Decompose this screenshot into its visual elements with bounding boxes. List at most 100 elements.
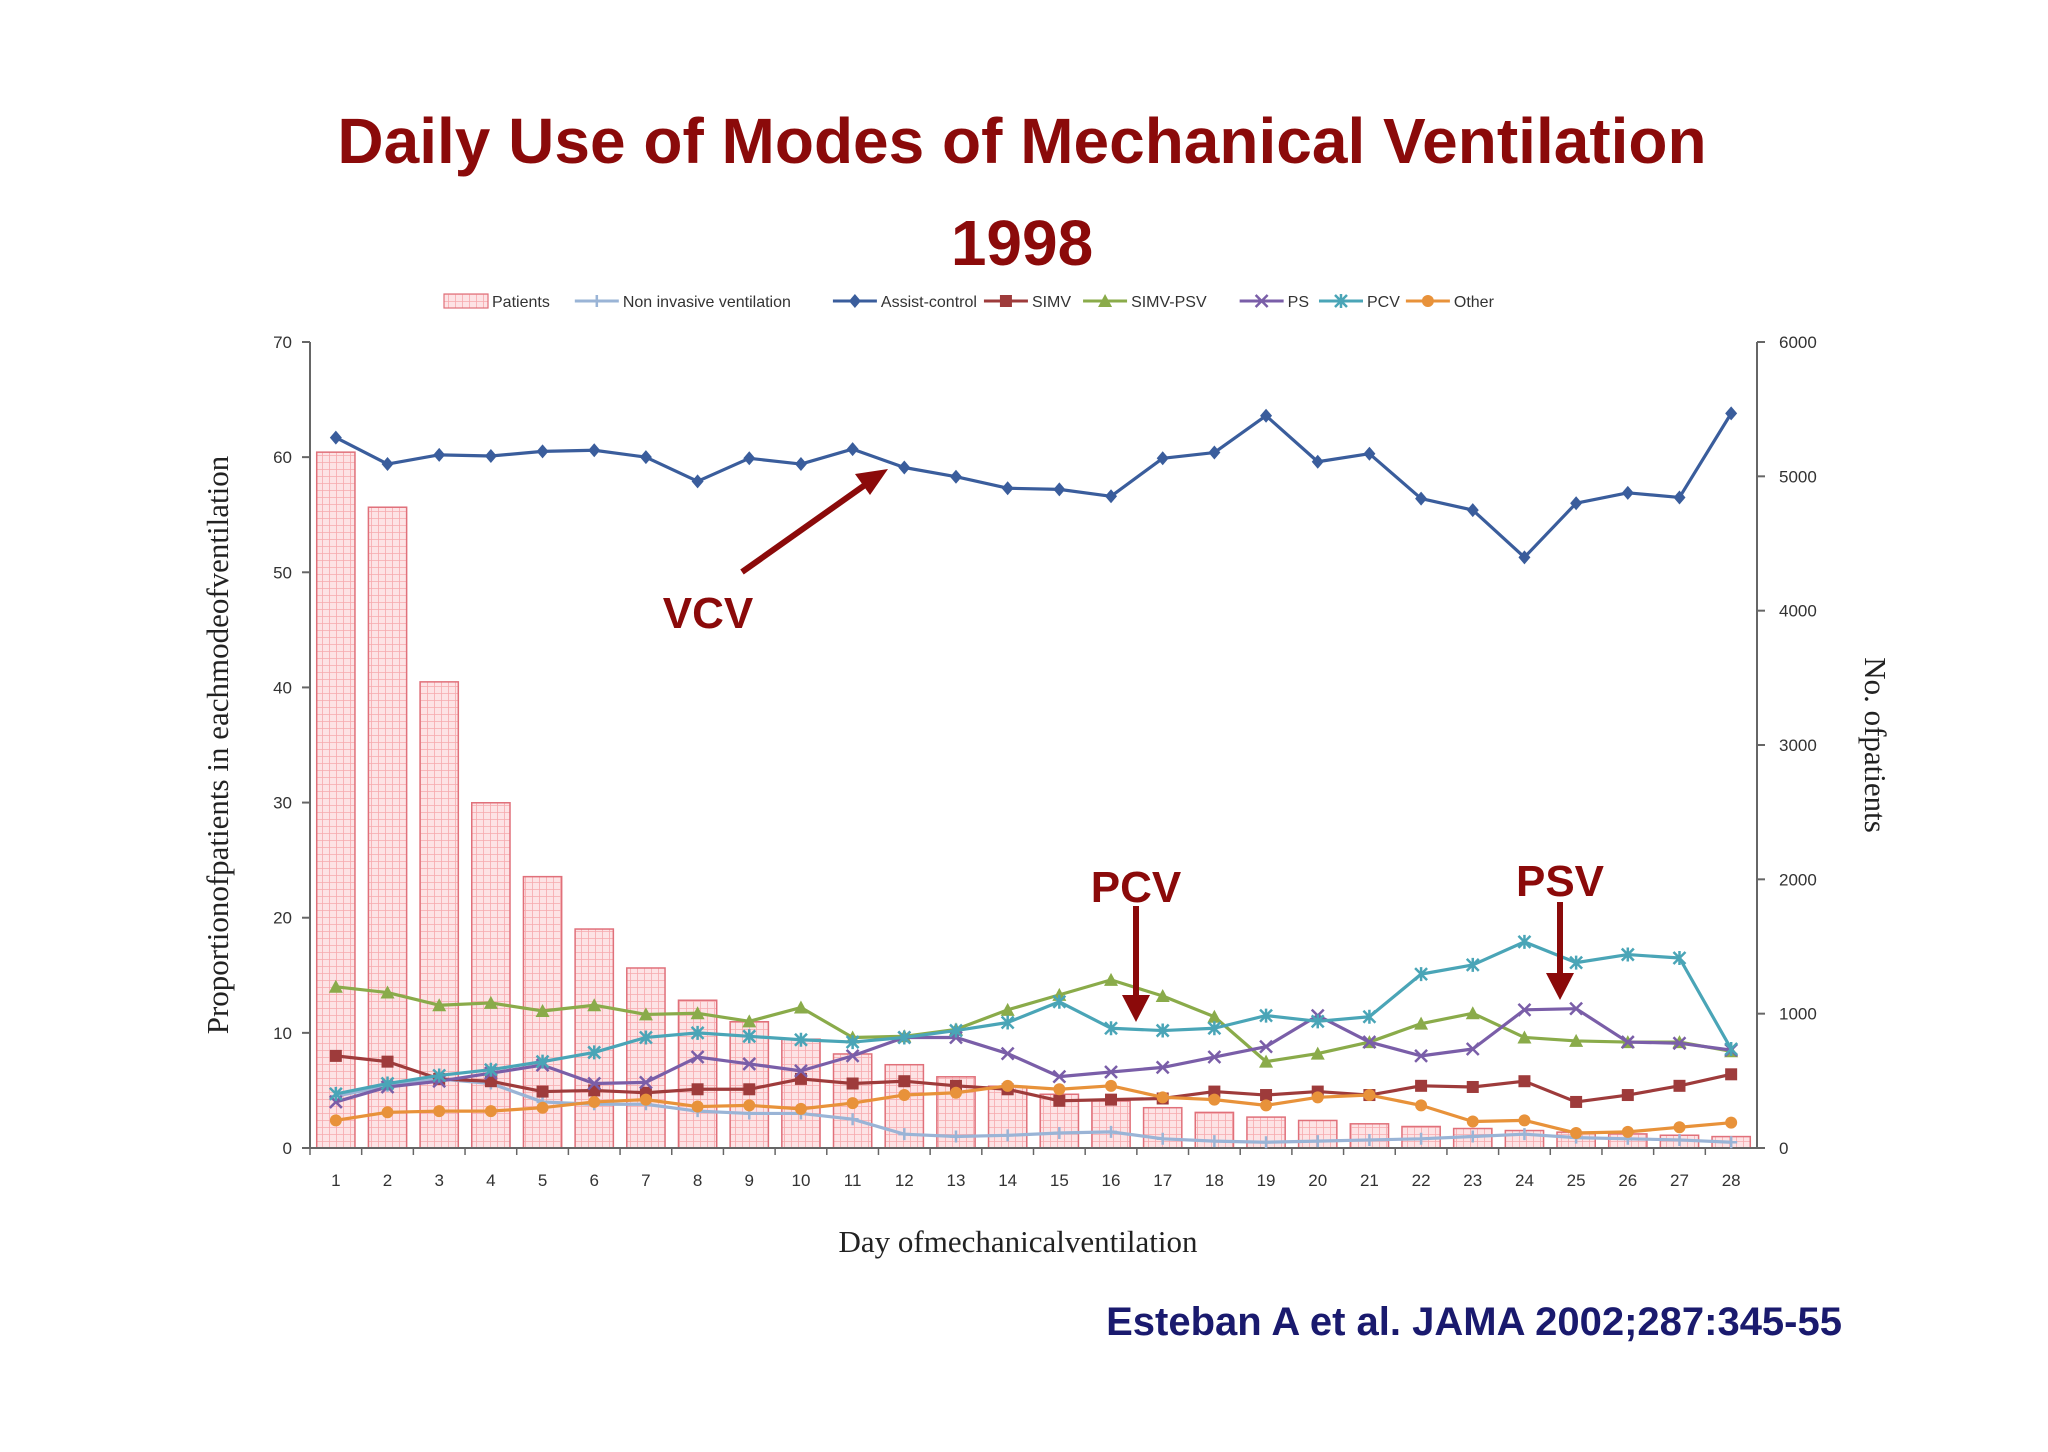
annotation-psv: PSV <box>1516 857 1605 1000</box>
legend-swatch-patients <box>443 293 489 309</box>
point-other-day-9 <box>743 1099 756 1112</box>
point-ps-day-7 <box>639 1075 653 1090</box>
point-ps-day-27 <box>1672 1036 1687 1051</box>
point-other-day-24 <box>1518 1114 1531 1127</box>
x-tick-label: 16 <box>1102 1171 1121 1190</box>
point-simv-day-19 <box>1260 1089 1273 1102</box>
point-simv-psv-day-25 <box>1569 1033 1584 1047</box>
point-ps-day-17 <box>1155 1060 1170 1075</box>
point-non-invasive-ventilation-day-27 <box>1673 1133 1686 1146</box>
series-line-non-invasive-ventilation <box>335 1077 1732 1144</box>
point-assist-control-day-9 <box>743 451 756 466</box>
point-simv-day-27 <box>1673 1079 1686 1092</box>
left-axis-ticks: 0 10 20 30 40 50 60 70 <box>273 333 310 1158</box>
point-assist-control-day-26 <box>1621 485 1634 500</box>
point-non-invasive-ventilation-day-21 <box>1363 1133 1376 1146</box>
point-non-invasive-ventilation-day-19 <box>1260 1136 1273 1149</box>
point-pcv-day-16 <box>1104 1021 1118 1036</box>
point-ps-day-11 <box>845 1049 860 1063</box>
point-other-day-27 <box>1673 1121 1686 1134</box>
point-pcv-day-8 <box>690 1025 705 1040</box>
legend-marker-ps <box>1254 294 1269 308</box>
point-other-day-19 <box>1260 1099 1273 1112</box>
point-assist-control-day-2 <box>381 457 394 472</box>
point-ps-day-22 <box>1414 1049 1428 1063</box>
point-ps-day-21 <box>1362 1035 1377 1049</box>
series-non-invasive-ventilation <box>329 1072 1738 1149</box>
legend-marker-pcv <box>1334 294 1348 308</box>
x-tick-label: 2 <box>383 1171 392 1190</box>
annotation-vcv: VCV <box>663 469 888 638</box>
legend-item-pcv: PCV <box>1318 294 1400 311</box>
point-simv-psv-day-19 <box>1259 1054 1274 1068</box>
point-simv-day-24 <box>1518 1075 1531 1088</box>
point-other-day-20 <box>1311 1091 1324 1104</box>
point-pcv-day-21 <box>1362 1009 1377 1024</box>
point-simv-psv-day-2 <box>380 985 395 999</box>
point-pcv-day-25 <box>1569 955 1584 970</box>
point-ps-day-15 <box>1052 1069 1067 1084</box>
series-pcv <box>328 934 1739 1101</box>
vcv-arrow-shaft <box>740 477 874 575</box>
point-other-day-21 <box>1363 1089 1376 1102</box>
point-other-day-7 <box>639 1093 652 1106</box>
legend-item-other: Other <box>1405 294 1495 311</box>
bar-patients-day-7 <box>626 967 666 1149</box>
bar-patients-day-4 <box>471 802 511 1149</box>
point-non-invasive-ventilation-day-12 <box>898 1128 911 1141</box>
right-axis-ticks: 0 1000 2000 3000 4000 5000 6000 <box>1757 333 1817 1158</box>
legend-label-ps: PS <box>1288 294 1309 311</box>
point-pcv-day-24 <box>1517 934 1532 949</box>
point-non-invasive-ventilation-day-24 <box>1518 1128 1531 1141</box>
x-tick-label: 17 <box>1153 1171 1172 1190</box>
point-ps-day-19 <box>1259 1039 1273 1054</box>
point-simv-psv-day-3 <box>432 998 447 1012</box>
x-tick-label: 24 <box>1515 1171 1534 1190</box>
point-assist-control-day-19 <box>1260 408 1273 423</box>
point-pcv-day-22 <box>1414 967 1428 982</box>
point-ps-day-18 <box>1207 1050 1222 1064</box>
x-tick-label: 27 <box>1670 1171 1689 1190</box>
point-assist-control-day-7 <box>639 450 652 465</box>
series-line-other <box>335 1084 1732 1135</box>
point-assist-control-day-24 <box>1518 550 1531 565</box>
x-tick-label: 13 <box>947 1171 966 1190</box>
point-simv-day-10 <box>794 1072 807 1085</box>
point-pcv-day-15 <box>1052 994 1067 1009</box>
point-other-day-17 <box>1156 1091 1169 1104</box>
annotation-pcv-label: PCV <box>1091 863 1182 912</box>
point-assist-control-day-11 <box>846 442 859 457</box>
legend-item-simv-psv: SIMV-PSV <box>1083 294 1207 311</box>
point-non-invasive-ventilation-day-20 <box>1311 1135 1324 1148</box>
point-assist-control-day-10 <box>794 457 807 472</box>
right-tick-label: 4000 <box>1779 602 1817 621</box>
point-simv-psv-day-5 <box>535 1003 550 1017</box>
x-tick-label: 4 <box>486 1171 495 1190</box>
y2-axis-label: No. ofpatients <box>1858 657 1893 833</box>
left-tick-label: 70 <box>273 333 292 352</box>
x-tick-label: 23 <box>1463 1171 1482 1190</box>
point-other-day-18 <box>1208 1093 1221 1106</box>
point-simv-day-26 <box>1621 1089 1634 1102</box>
point-simv-psv-day-6 <box>587 998 602 1012</box>
point-ps-day-14 <box>1000 1046 1015 1061</box>
point-other-day-10 <box>794 1102 807 1115</box>
right-tick-label: 3000 <box>1779 736 1817 755</box>
point-non-invasive-ventilation-day-15 <box>1053 1127 1066 1140</box>
point-pcv-day-23 <box>1465 957 1480 972</box>
point-pcv-day-10 <box>794 1032 808 1047</box>
legend-item-patients: Patients <box>443 293 550 311</box>
x-tick-label: 6 <box>589 1171 598 1190</box>
point-ps-day-25 <box>1569 1001 1584 1016</box>
legend-label-other: Other <box>1454 294 1495 311</box>
point-non-invasive-ventilation-day-22 <box>1415 1132 1428 1145</box>
point-pcv-day-3 <box>432 1068 447 1083</box>
point-pcv-day-11 <box>845 1035 860 1050</box>
x-tick-label: 20 <box>1308 1171 1327 1190</box>
slide-year: 1998 <box>951 207 1093 279</box>
point-simv-day-15 <box>1053 1094 1066 1107</box>
point-other-day-25 <box>1570 1127 1583 1140</box>
x-tick-label: 12 <box>895 1171 914 1190</box>
point-non-invasive-ventilation-day-23 <box>1466 1130 1479 1143</box>
